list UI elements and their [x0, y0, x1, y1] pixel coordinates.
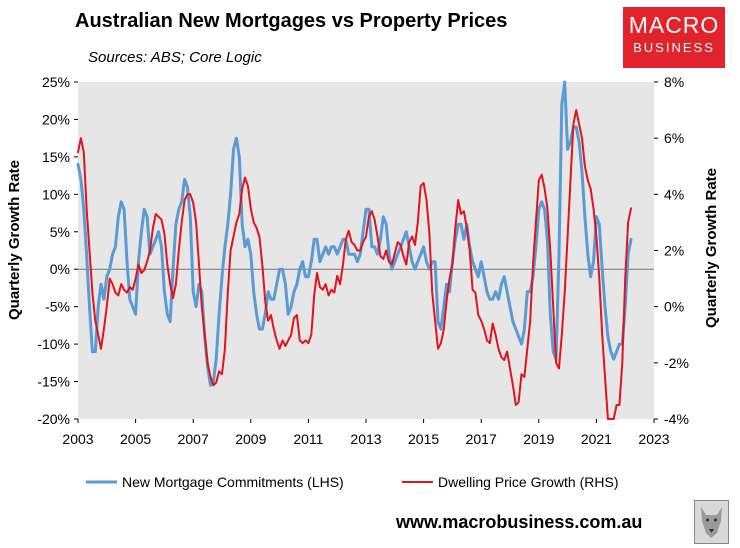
x-tick-label: 2021 [581, 431, 612, 447]
x-tick-label: 2011 [293, 431, 323, 447]
series-line-dwelling-price-growth [77, 109, 632, 420]
y-left-tick-label: -5% [45, 299, 70, 315]
y-left-tick-label: 15% [42, 149, 70, 165]
y-axis-title-right: Quarterly Growth Rate [703, 168, 720, 328]
y-left-tick-label: -10% [37, 336, 70, 352]
y-right-tick-label: 2% [664, 243, 684, 259]
y-left-tick-label: 0% [50, 261, 70, 277]
y-left-tick-label: 25% [42, 74, 70, 90]
x-tick-label: 2019 [523, 431, 554, 447]
x-tick-label: 2003 [62, 431, 93, 447]
y-right-tick-label: -2% [664, 355, 689, 371]
macrobusiness-logo: MACRO BUSINESS [623, 7, 725, 68]
legend-label-new-mortgage-commitments: New Mortgage Commitments (LHS) [122, 474, 344, 490]
website-url: www.macrobusiness.com.au [396, 512, 643, 532]
legend: New Mortgage Commitments (LHS) Dwelling … [86, 474, 618, 490]
series-line-new-mortgage-commitments [76, 80, 633, 387]
x-tick-label: 2017 [466, 431, 497, 447]
y-left-tick-label: -20% [37, 411, 70, 427]
y-left-tick-label: 20% [42, 111, 70, 127]
logo-line-1: MACRO [628, 12, 720, 38]
y-right-tick-label: 6% [664, 130, 684, 146]
y-left-tick-label: 5% [50, 224, 70, 240]
y-left-tick-label: 10% [42, 186, 70, 202]
y-left-tick-label: -15% [37, 374, 70, 390]
y-right-tick-label: 0% [664, 299, 684, 315]
y-right-tick-label: 4% [664, 186, 684, 202]
y-axis-title-left: Quarterly Growth Rate [6, 160, 23, 320]
wolf-logo-icon [694, 500, 729, 544]
x-tick-label: 2013 [350, 431, 381, 447]
x-tick-label: 2015 [408, 431, 439, 447]
y-right-tick-label: 8% [664, 74, 684, 90]
legend-label-dwelling-price-growth: Dwelling Price Growth (RHS) [438, 474, 618, 490]
chart-title: Australian New Mortgages vs Property Pri… [75, 10, 508, 32]
x-tick-label: 2023 [638, 431, 669, 447]
x-tick-label: 2005 [120, 431, 151, 447]
chart-subtitle: Sources: ABS; Core Logic [88, 49, 262, 66]
y-right-tick-label: -4% [664, 411, 689, 427]
x-tick-label: 2009 [235, 431, 266, 447]
x-tick-label: 2007 [178, 431, 209, 447]
logo-line-2: BUSINESS [633, 40, 715, 55]
